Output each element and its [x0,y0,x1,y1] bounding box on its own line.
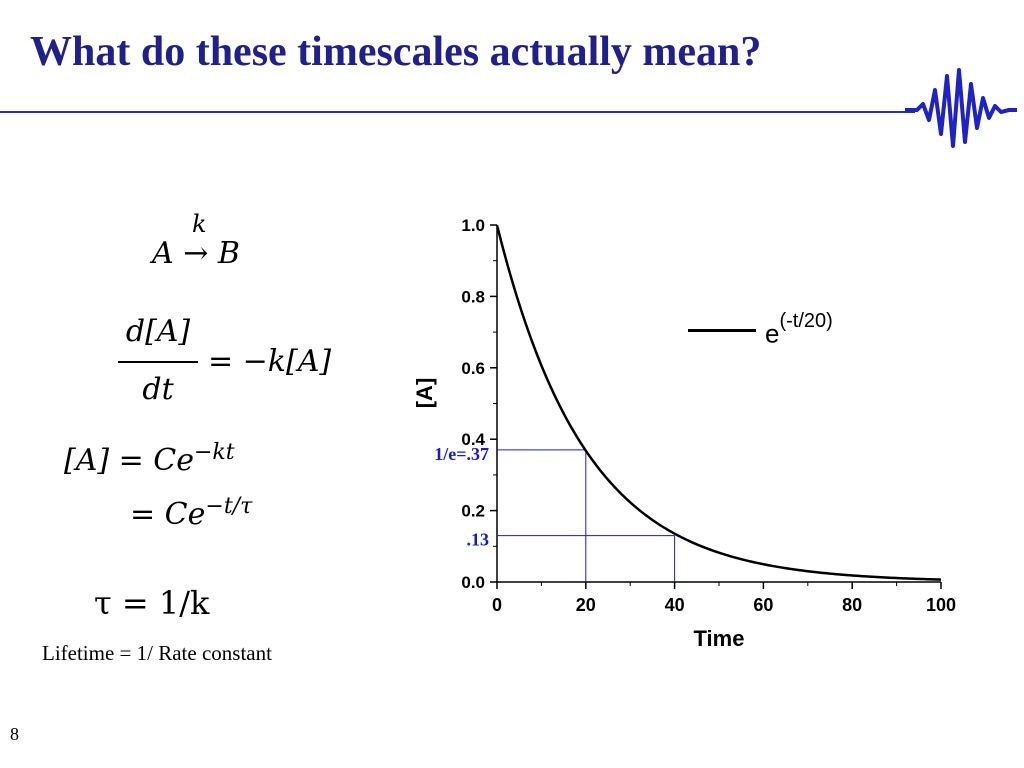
x-tick-label: 60 [753,595,773,615]
legend-base: e [765,318,780,349]
solution-1-base: [A] = Ce [64,443,194,478]
x-tick-label: 80 [842,595,862,615]
annotation-label: 1/e=.37 [434,444,489,464]
decay-chart: 0.0 0.2 0.4 0.6 0.8 1.0 0 20 40 60 80 100 1/e=.37 .1… [412,216,956,651]
legend-label: e(-t/20) [765,310,833,350]
x-axis-label: Time [694,626,745,651]
y-tick-label: 0.0 [461,573,485,592]
y-axis-label: [A] [412,378,437,409]
x-tick-label: 0 [492,595,502,615]
solution-2-base: = Ce [130,497,206,532]
decay-curve-line [495,224,942,581]
solution-1-exponent: −kt [194,440,235,465]
y-tick-label: 1.0 [461,216,485,235]
page-number: 8 [10,724,19,744]
reaction-rate-constant: k [192,210,207,238]
reaction-equation: A → B [152,236,240,271]
y-tick-label: 0.8 [461,287,485,306]
x-tick-label: 20 [576,595,596,615]
chart-series [495,224,942,581]
y-tick-label: 0.6 [461,359,485,378]
annotation-label: .13 [467,530,490,550]
lifetime-equation: τ = 1/k [94,584,210,622]
chart-axes [496,225,941,583]
chart-guides: 1/e=.37 .13 [434,444,676,582]
title-divider [0,111,915,113]
solution-line-1: [A] = Ce−kt [64,440,235,478]
x-tick-label: 40 [665,595,685,615]
x-tick-label: 100 [926,595,956,615]
rate-numerator: d[A] [125,314,191,349]
legend-exponent: (-t/20) [779,310,833,332]
rate-rhs: = −k[A] [208,344,332,379]
lifetime-caption: Lifetime = 1/ Rate constant [42,641,272,665]
chart-ticks: 0.0 0.2 0.4 0.6 0.8 1.0 0 20 40 60 80 100 [461,216,956,615]
y-tick-label: 0.2 [461,502,485,521]
legend-swatch [688,329,756,332]
solution-2-exponent: −t/τ [205,494,253,519]
solution-line-2: = Ce−t/τ [130,494,252,532]
waveform-logo [905,68,1017,148]
rate-denominator: dt [142,372,174,407]
fraction-bar [118,361,198,363]
y-tick-label: 0.4 [461,430,485,449]
page-title: What do these timescales actually mean? [30,29,762,75]
